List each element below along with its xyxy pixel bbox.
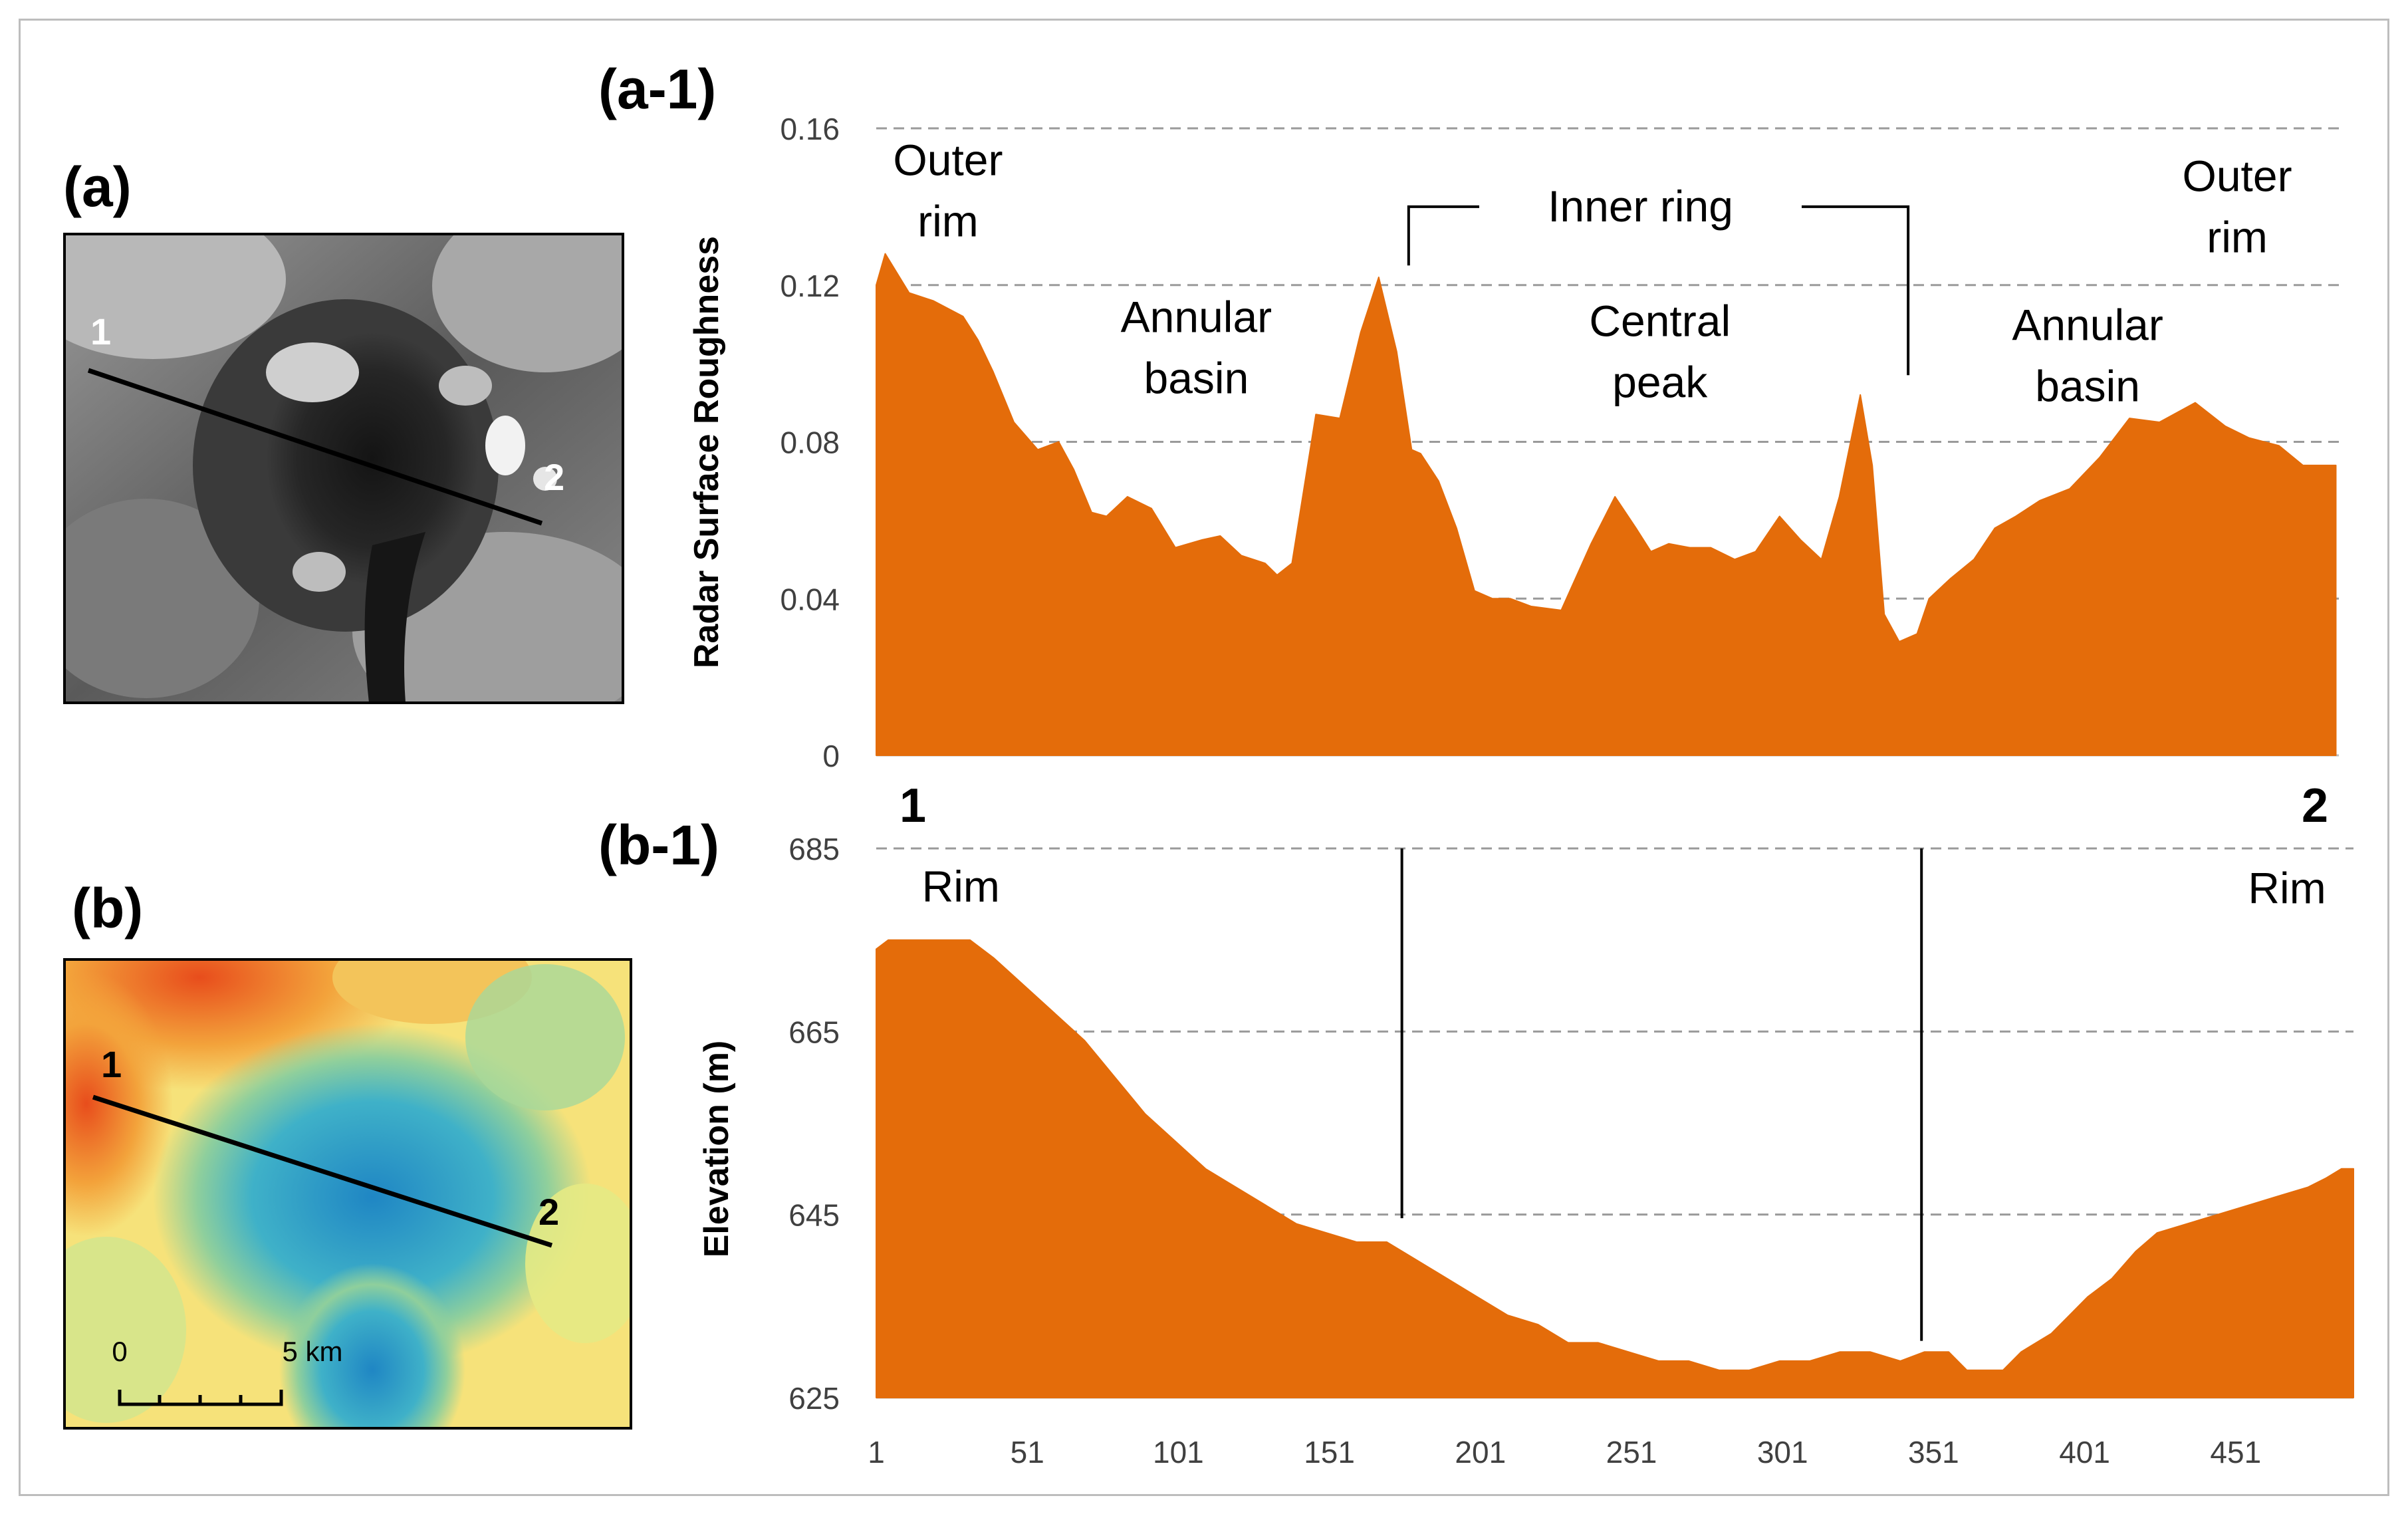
panel-a-label: (a)	[63, 156, 132, 218]
scale-bar-zero: 0	[112, 1336, 127, 1367]
chart-a1-ytick-label-1: 0.04	[780, 582, 840, 616]
panel-a-transect	[87, 368, 543, 526]
chart-b1-annotation-0: Rim	[922, 862, 1000, 911]
chart-a1-ytick-label-4: 0.16	[780, 112, 840, 146]
chart-b1-xtick-label-9: 451	[2210, 1435, 2261, 1469]
chart-a1-ytick-label-2: 0.08	[780, 426, 840, 460]
panel-a-point-1: 1	[90, 311, 111, 352]
figure-frame	[19, 19, 2389, 1496]
panel-a-point-2: 2	[544, 456, 564, 498]
chart-b1-ytick-label-3: 685	[788, 832, 840, 866]
inner-ring-label: Inner ring	[1548, 182, 1733, 231]
chart-a1-annotation-3: Annular basin	[2012, 300, 2163, 410]
inner-ring-bracket	[1407, 205, 1910, 376]
chart-b1-xtick-label-7: 351	[1908, 1435, 1959, 1469]
chart-b1-xtick-label-0: 1	[868, 1435, 885, 1469]
chart-b1-xtick-label-4: 201	[1455, 1435, 1506, 1469]
panel-b-image	[64, 959, 631, 1428]
panel-b-point-2: 2	[539, 1191, 559, 1233]
chart-b1-area-series	[876, 939, 2354, 1398]
chart-b1-ytick-label-1: 645	[788, 1198, 840, 1233]
panel-a-border	[63, 233, 624, 704]
chart-a1: (a-1) Radar Surface Roughness 0 0.04 0.08 0…	[598, 58, 2339, 832]
chart-a1-panel-label: (a-1)	[598, 58, 716, 120]
panel-b-border	[63, 958, 632, 1430]
panel-b-label: (b)	[72, 877, 143, 940]
scale-bar-end: 5 km	[282, 1336, 342, 1367]
chart-b1-ytick-label-2: 665	[788, 1015, 840, 1049]
panel-b-transect	[92, 1094, 553, 1248]
chart-b1-xtick-label-5: 251	[1606, 1435, 1657, 1469]
panel-a-image	[64, 234, 623, 703]
chart-a1-annotation-1: Annular basin	[1121, 292, 1272, 402]
chart-b1-xtick-label-8: 401	[2059, 1435, 2110, 1469]
chart-b1-y-axis-label: Elevation (m)	[697, 1041, 736, 1258]
chart-a1-y-axis-label: Radar Surface Roughness	[687, 236, 726, 668]
chart-b1-ytick-label-0: 625	[788, 1381, 840, 1416]
chart-a1-ytick-label-3: 0.12	[780, 269, 840, 303]
chart-b1-annotation-1: Rim	[2248, 864, 2326, 913]
chart-a1-ytick-label-0: 0	[822, 739, 840, 773]
chart-a1-annotation-2: Central peak	[1589, 296, 1731, 406]
chart-b1-xtick-label-2: 101	[1153, 1435, 1204, 1469]
chart-a1-area-series	[876, 253, 2337, 756]
chart-a1-annotation-0: Outer rim	[893, 136, 1003, 246]
scale-bar: 0 5 km	[112, 1336, 343, 1406]
chart-a1-endpoint-2: 2	[2302, 779, 2328, 832]
panel-b-point-1: 1	[101, 1043, 122, 1085]
chart-a1-annotation-4: Outer rim	[2182, 151, 2292, 261]
chart-a1-endpoint-1: 1	[900, 779, 926, 832]
chart-b1-xtick-label-1: 51	[1011, 1435, 1044, 1469]
chart-b1-xtick-label-6: 301	[1757, 1435, 1808, 1469]
chart-b1-xtick-label-3: 151	[1304, 1435, 1355, 1469]
chart-b1-panel-label: (b-1)	[598, 814, 719, 876]
